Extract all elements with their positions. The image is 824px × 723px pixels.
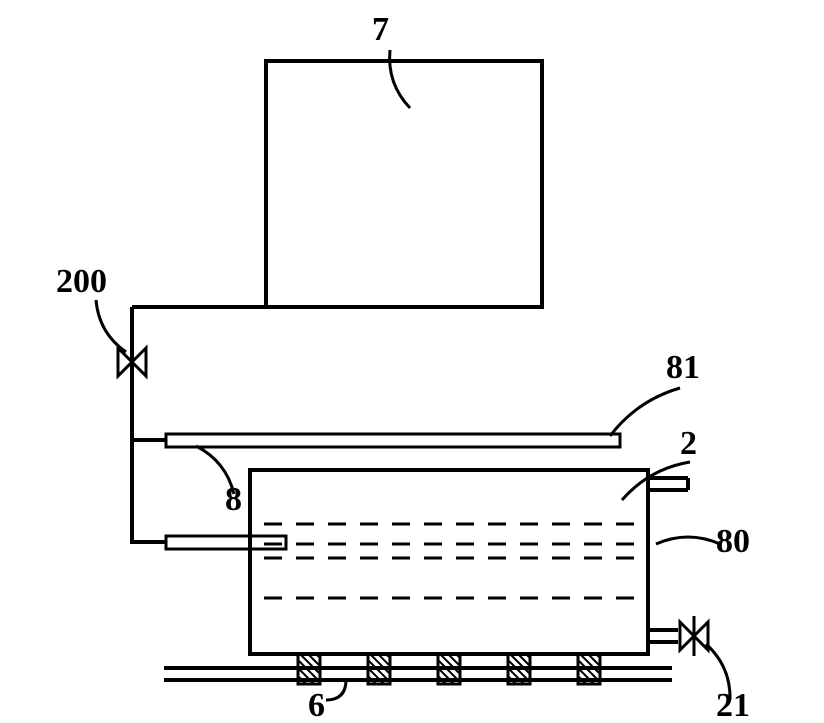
- label-rail: 6: [308, 687, 325, 723]
- leader-line: [622, 462, 690, 500]
- leader-line: [326, 680, 346, 700]
- component-box-7: [266, 61, 542, 307]
- leader-line: [390, 50, 410, 108]
- leader-line: [610, 388, 680, 436]
- label-valve_left: 200: [56, 263, 107, 300]
- label-box_top: 7: [372, 11, 389, 48]
- label-valve_right: 21: [716, 687, 750, 723]
- tank-body: [250, 470, 648, 654]
- diagram-canvas: 7 200 81 2 8 80 6 21: [0, 0, 824, 723]
- leader-line: [656, 537, 720, 544]
- valve-21: [680, 616, 708, 656]
- leader-line: [96, 300, 126, 352]
- label-pipe_top: 81: [666, 349, 700, 386]
- label-dashes: 80: [716, 523, 750, 560]
- pipe-81: [166, 434, 620, 447]
- label-pipe_mid: 8: [225, 481, 242, 518]
- label-tank: 2: [680, 425, 697, 462]
